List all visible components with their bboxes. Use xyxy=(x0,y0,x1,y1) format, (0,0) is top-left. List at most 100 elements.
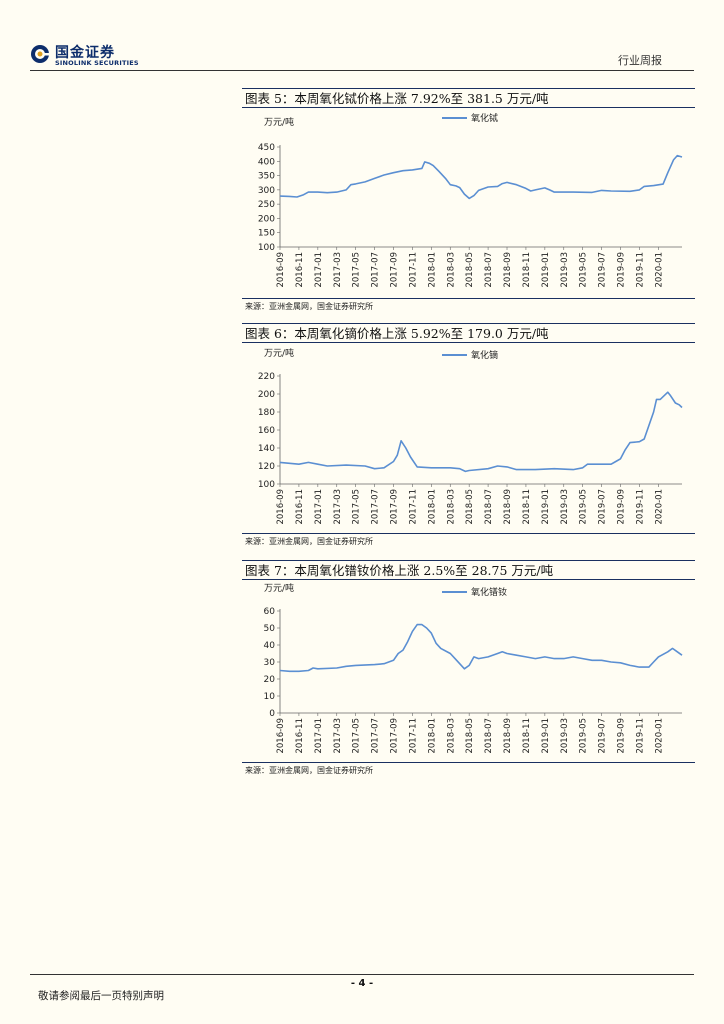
x-tick-label: 2018-09 xyxy=(503,718,513,754)
figure-7: 图表 7：本周氧化镨钕价格上涨 2.5%至 28.75 万元/吨 万元/吨 氧化镨… xyxy=(242,560,695,790)
x-tick-label: 2018-01 xyxy=(427,489,437,525)
figure-7-title: 图表 7：本周氧化镨钕价格上涨 2.5%至 28.75 万元/吨 xyxy=(242,560,695,580)
x-tick-label: 2017-11 xyxy=(408,718,418,754)
brand-name-cn: 国金证券 xyxy=(55,45,115,61)
x-tick-label: 2017-05 xyxy=(352,718,362,754)
x-tick-label: 2019-11 xyxy=(635,489,645,525)
x-tick-label: 2017-03 xyxy=(333,718,343,754)
x-tick-label: 2018-03 xyxy=(446,489,456,525)
x-tick-label: 2017-01 xyxy=(314,718,324,754)
y-tick-label: 160 xyxy=(258,426,275,436)
y-tick-label: 40 xyxy=(264,641,276,651)
x-tick-label: 2019-05 xyxy=(579,489,589,525)
x-tick-label: 2016-09 xyxy=(276,252,286,288)
y-axis-unit-label: 万元/吨 xyxy=(264,582,294,594)
x-tick-label: 2018-05 xyxy=(465,252,475,288)
x-tick-label: 2017-01 xyxy=(314,252,324,288)
x-tick-label: 2019-01 xyxy=(541,489,551,525)
y-tick-label: 300 xyxy=(258,186,275,196)
y-tick-label: 0 xyxy=(269,709,275,719)
x-tick-label: 2019-11 xyxy=(635,718,645,754)
x-tick-label: 2019-07 xyxy=(598,718,608,754)
y-axis-unit-label: 万元/吨 xyxy=(264,116,294,128)
y-tick-label: 220 xyxy=(258,372,275,382)
legend-label: 氧化镨钕 xyxy=(471,586,507,598)
x-tick-label: 2018-03 xyxy=(446,718,456,754)
x-tick-label: 2016-11 xyxy=(295,252,305,288)
y-tick-label: 140 xyxy=(258,444,275,454)
x-tick-label: 2017-11 xyxy=(408,252,418,288)
figure-7-chart: 万元/吨 氧化镨钕 0 10 20 30 40 50 60 2016-09 2016-11 2017-… xyxy=(264,582,683,754)
figure-6: 图表 6：本周氧化镝价格上涨 5.92%至 179.0 万元/吨 万元/吨 氧化镝… xyxy=(242,323,695,553)
x-tick-label: 2018-01 xyxy=(427,252,437,288)
x-tick-label: 2018-07 xyxy=(484,489,494,525)
figure-6-divider xyxy=(242,533,695,534)
x-tick-label: 2020-01 xyxy=(654,489,664,525)
x-tick-label: 2017-03 xyxy=(333,489,343,525)
x-tick-label: 2019-05 xyxy=(579,718,589,754)
x-tick-label: 2019-01 xyxy=(541,252,551,288)
figure-5-chart: 万元/吨 氧化铽 100 150 200 250 300 350 400 450 2016-09 20… xyxy=(258,112,683,288)
y-tick-label: 30 xyxy=(264,658,276,668)
y-tick-label: 20 xyxy=(264,675,276,685)
x-tick-label: 2018-09 xyxy=(503,252,513,288)
y-tick-label: 60 xyxy=(264,607,276,617)
x-tick-label: 2016-11 xyxy=(295,718,305,754)
x-tick-label: 2019-03 xyxy=(560,252,570,288)
figure-5: 图表 5：本周氧化铽价格上涨 7.92%至 381.5 万元/吨 万元/吨 氧化铽… xyxy=(242,88,695,318)
x-tick-label: 2017-03 xyxy=(333,252,343,288)
x-tick-label: 2017-11 xyxy=(408,489,418,525)
y-tick-label: 180 xyxy=(258,408,275,418)
figure-5-source: 来源：亚洲金属网，国金证券研究所 xyxy=(245,302,373,311)
y-tick-label: 350 xyxy=(258,172,275,182)
y-tick-label: 100 xyxy=(258,243,275,253)
y-tick-label: 150 xyxy=(258,229,275,239)
x-tick-label: 2018-11 xyxy=(522,489,532,525)
x-tick-label: 2017-09 xyxy=(390,489,400,525)
price-series-line xyxy=(279,623,683,673)
figure-6-chart: 万元/吨 氧化镝 100 120 140 160 180 200 220 2016-09 2016-… xyxy=(258,347,683,525)
x-tick-label: 2020-01 xyxy=(654,718,664,754)
figure-5-title: 图表 5：本周氧化铽价格上涨 7.92%至 381.5 万元/吨 xyxy=(242,88,695,108)
report-type: 行业周报 xyxy=(618,54,662,67)
x-tick-label: 2017-09 xyxy=(390,252,400,288)
legend-label: 氧化镝 xyxy=(471,349,498,361)
y-tick-label: 10 xyxy=(264,692,276,702)
x-tick-label: 2019-11 xyxy=(635,252,645,288)
x-tick-label: 2020-01 xyxy=(654,252,664,288)
x-tick-label: 2017-05 xyxy=(352,489,362,525)
x-tick-label: 2018-03 xyxy=(446,252,456,288)
brand-name-en: SINOLINK SECURITIES xyxy=(55,59,139,67)
x-tick-label: 2018-01 xyxy=(427,718,437,754)
x-tick-label: 2019-09 xyxy=(617,489,627,525)
legend-label: 氧化铽 xyxy=(471,112,498,124)
x-tick-label: 2017-07 xyxy=(371,252,381,288)
y-tick-label: 50 xyxy=(264,624,276,634)
y-tick-label: 450 xyxy=(258,143,275,153)
footer-divider xyxy=(30,974,694,975)
x-tick-label: 2019-07 xyxy=(598,489,608,525)
x-tick-label: 2018-05 xyxy=(465,718,475,754)
figure-5-divider xyxy=(242,298,695,299)
x-tick-label: 2016-09 xyxy=(276,718,286,754)
x-tick-label: 2019-09 xyxy=(617,252,627,288)
figure-7-divider xyxy=(242,762,695,763)
y-axis-unit-label: 万元/吨 xyxy=(264,347,294,359)
x-tick-label: 2019-03 xyxy=(560,489,570,525)
y-tick-label: 200 xyxy=(258,390,275,400)
x-tick-label: 2017-01 xyxy=(314,489,324,525)
figure-6-source: 来源：亚洲金属网，国金证券研究所 xyxy=(245,537,373,546)
x-tick-label: 2019-09 xyxy=(617,718,627,754)
x-tick-label: 2016-11 xyxy=(295,489,305,525)
page-number: - 4 - xyxy=(350,978,374,989)
x-tick-label: 2016-09 xyxy=(276,489,286,525)
x-tick-label: 2018-11 xyxy=(522,718,532,754)
disclaimer: 敬请参阅最后一页特别声明 xyxy=(38,990,164,1002)
y-tick-label: 400 xyxy=(258,157,275,167)
header-divider xyxy=(30,70,694,71)
x-tick-label: 2019-05 xyxy=(579,252,589,288)
x-tick-label: 2017-05 xyxy=(352,252,362,288)
x-tick-label: 2018-09 xyxy=(503,489,513,525)
y-tick-label: 100 xyxy=(258,480,275,490)
x-tick-label: 2017-07 xyxy=(371,489,381,525)
